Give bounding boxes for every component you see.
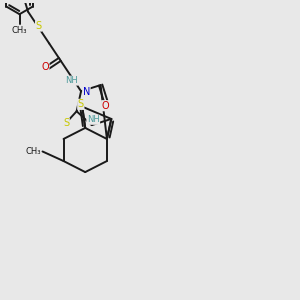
Text: NH: NH — [65, 76, 78, 85]
Text: O: O — [41, 62, 49, 72]
Text: O: O — [102, 101, 109, 111]
Text: CH₃: CH₃ — [12, 26, 27, 35]
Text: S: S — [36, 21, 42, 31]
Text: N: N — [83, 87, 90, 97]
Text: S: S — [78, 99, 84, 110]
Text: CH₃: CH₃ — [26, 147, 41, 156]
Text: NH: NH — [87, 115, 100, 124]
Text: S: S — [63, 118, 69, 128]
